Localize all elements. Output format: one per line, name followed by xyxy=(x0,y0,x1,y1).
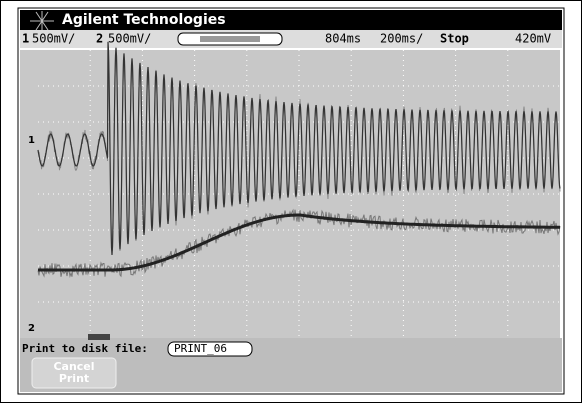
memory-fill xyxy=(200,36,260,42)
ch2-marker: 2 xyxy=(28,323,35,334)
ch2-label: 2 xyxy=(96,32,103,46)
file-name: PRINT_06 xyxy=(174,342,227,355)
softkey-label-box: Cancel Print xyxy=(32,358,116,388)
ch1-scale: 500mV/ xyxy=(32,32,75,46)
ch1-label: 1 xyxy=(22,32,29,46)
ch2-scale: 500mV/ xyxy=(108,32,151,46)
run-state: Stop xyxy=(440,32,469,46)
trigger-level: 420mV xyxy=(515,32,551,46)
delay: 804ms xyxy=(325,32,361,46)
prompt: Print to disk file: xyxy=(22,342,148,355)
softkey-label: Cancel Print xyxy=(49,361,99,385)
page: Agilent Technologies 1 500mV/ 2 500mV/ 8… xyxy=(0,0,582,403)
ch1-marker: 1 xyxy=(28,135,35,146)
memory-marker xyxy=(88,334,110,340)
scope-screen: Agilent Technologies 1 500mV/ 2 500mV/ 8… xyxy=(0,0,582,403)
timebase: 200ms/ xyxy=(380,32,423,46)
brand: Agilent Technologies xyxy=(62,12,226,28)
marker-strip xyxy=(20,50,38,338)
